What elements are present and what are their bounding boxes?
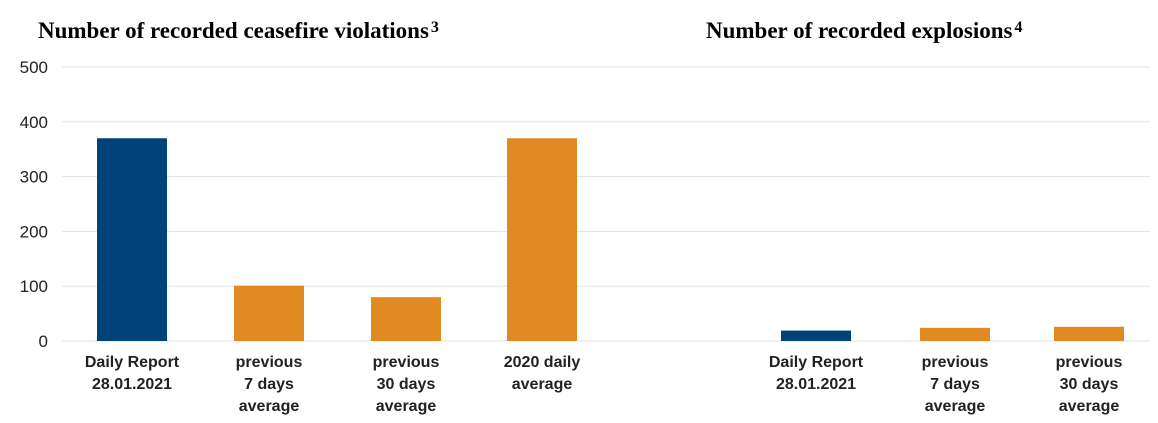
x-tick-label: 2020 daily <box>504 354 581 371</box>
title-footnote: 4 <box>1014 19 1022 36</box>
chart-title: Number of recorded explosions 4 <box>706 18 1022 43</box>
title-text: Number of recorded ceasefire violations <box>38 18 429 43</box>
x-tick-label: previous <box>236 354 303 371</box>
bar <box>781 330 851 341</box>
x-tick-label: 7 days <box>244 376 294 393</box>
x-tick-label: 7 days <box>930 376 980 393</box>
x-tick-label: average <box>376 398 437 415</box>
x-tick-label: average <box>1059 398 1120 415</box>
x-tick-label: 30 days <box>1060 376 1119 393</box>
x-tick-label: 28.01.2021 <box>92 376 172 393</box>
y-tick-label: 200 <box>20 222 48 241</box>
x-tick-label: average <box>239 398 300 415</box>
x-tick-label: average <box>925 398 986 415</box>
chart-title: Number of recorded ceasefire violations 3 <box>38 18 439 43</box>
bar <box>507 138 577 341</box>
bar <box>97 138 167 341</box>
x-tick-label: 28.01.2021 <box>776 376 856 393</box>
bar <box>1054 326 1124 341</box>
x-tick-label: Daily Report <box>85 354 180 371</box>
y-tick-label: 0 <box>39 332 48 351</box>
y-tick-label: 400 <box>20 113 48 132</box>
x-tick-label: 30 days <box>377 376 436 393</box>
title-footnote: 3 <box>431 19 439 36</box>
title-text: Number of recorded explosions <box>706 18 1012 43</box>
y-tick-label: 100 <box>20 277 48 296</box>
x-tick-label: Daily Report <box>769 354 864 371</box>
x-tick-label: previous <box>373 354 440 371</box>
y-tick-label: 500 <box>20 58 48 77</box>
bar <box>920 327 990 341</box>
x-tick-label: previous <box>1056 354 1123 371</box>
x-tick-label: average <box>512 376 573 393</box>
y-tick-label: 300 <box>20 168 48 187</box>
bar <box>234 285 304 341</box>
bar <box>371 297 441 341</box>
x-tick-label: previous <box>922 354 989 371</box>
